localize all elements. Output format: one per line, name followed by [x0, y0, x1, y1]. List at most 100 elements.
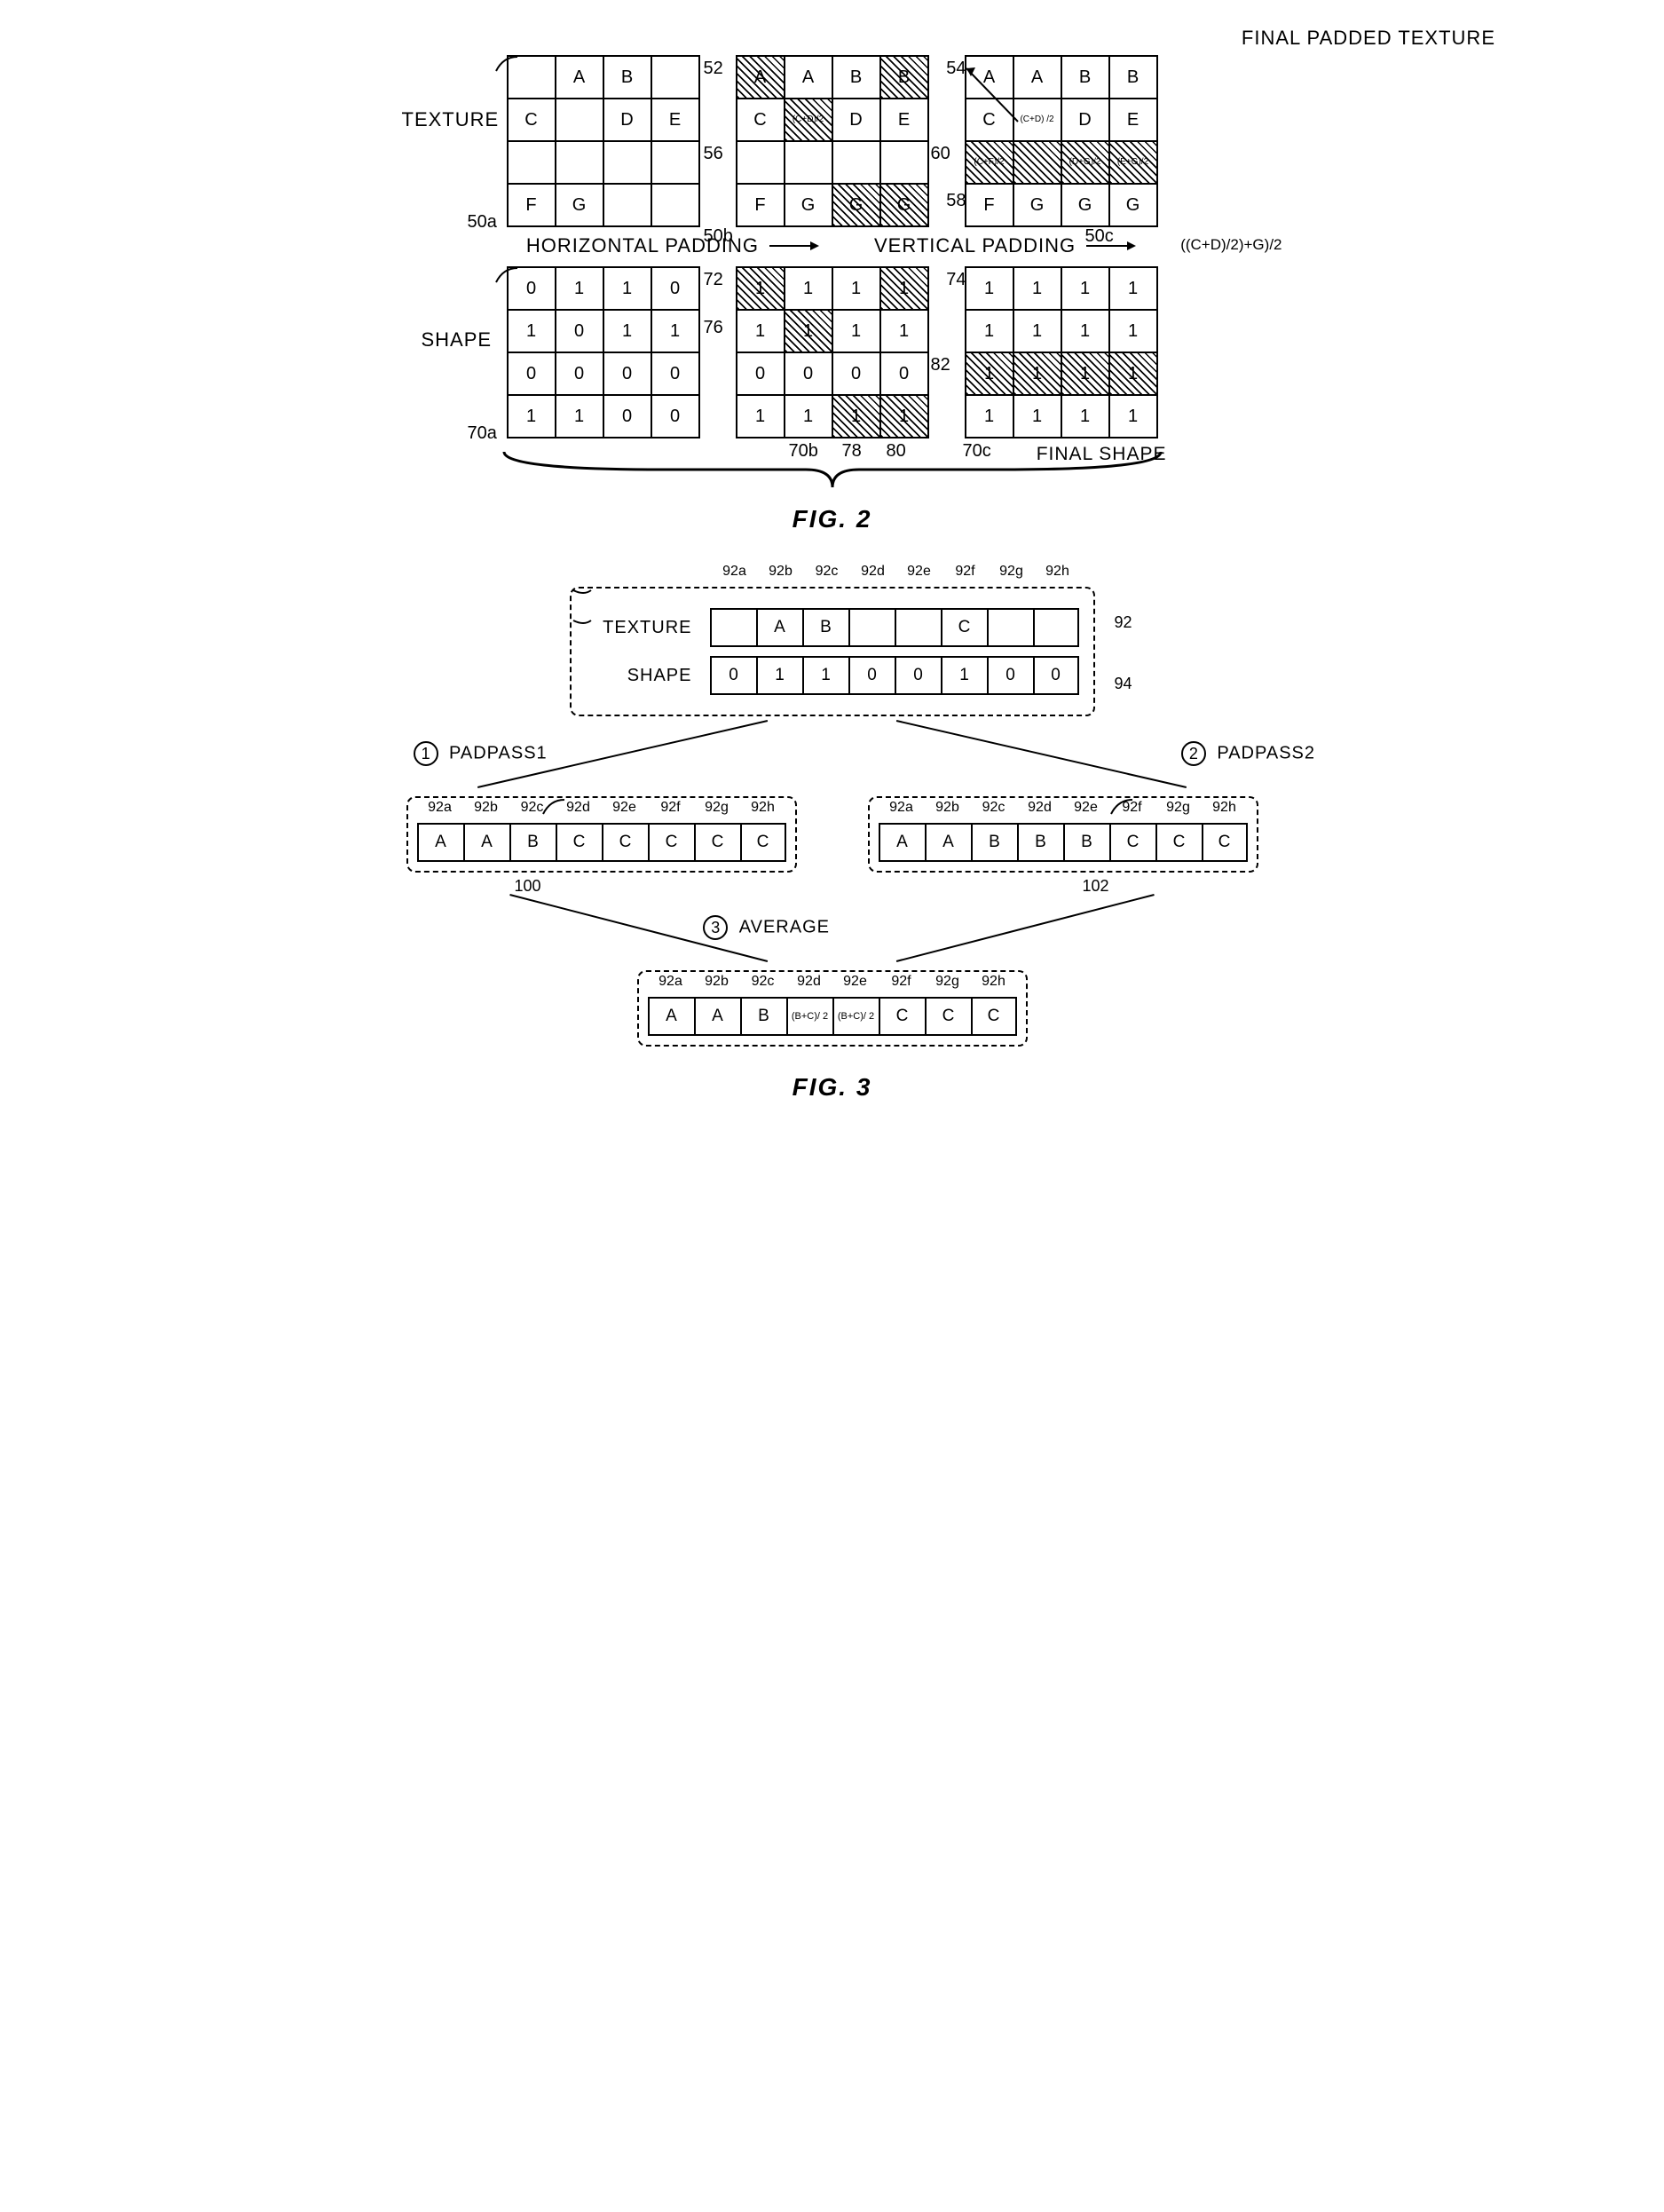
fig3-texture-row: ABC [710, 608, 1079, 647]
grid-cell: 0 [651, 352, 699, 395]
grid-cell: A [785, 56, 832, 99]
cell1d: 1 [756, 656, 802, 695]
grid-cell: E [1109, 99, 1157, 141]
cell1d [710, 608, 756, 647]
cell1d: C [556, 823, 602, 862]
col-label: 92g [694, 800, 740, 816]
fig2-top-title: FINAL PADDED TEXTURE [27, 27, 1495, 50]
grid-70a-block: SHAPE 0110101100001100 70a [507, 266, 700, 438]
col-label: 92d [556, 800, 602, 816]
grid-cell: 0 [880, 352, 928, 395]
cell1d: A [925, 823, 971, 862]
grid-cell: 1 [785, 310, 832, 352]
ref-76: 76 [704, 318, 723, 338]
col-label: 92c [509, 800, 556, 816]
cell1d: 0 [710, 656, 756, 695]
grid-cell: 1 [1013, 395, 1061, 438]
grid-50b: AABBC(C+D)/2DEFGGG [736, 55, 929, 227]
grid-cell: 0 [651, 395, 699, 438]
cell1d: (B+C)/ 2 [832, 997, 879, 1036]
grid-cell: 1 [832, 395, 880, 438]
grid-cell: B [1061, 56, 1109, 99]
grid-cell: 0 [603, 352, 651, 395]
grid-cell: (C+F)/2 [966, 141, 1013, 184]
grid-cell: 1 [966, 310, 1013, 352]
grid-cell: 0 [556, 310, 603, 352]
ref-54: 54 [946, 59, 966, 79]
grid-cell: F [737, 184, 785, 226]
grid-cell: 1 [966, 395, 1013, 438]
cell1d: C [1155, 823, 1202, 862]
col-label: 92g [1155, 800, 1202, 816]
col-label: 92h [1035, 564, 1081, 580]
col-label: 92c [804, 564, 850, 580]
col-label: 92e [896, 564, 942, 580]
grid-cell [651, 184, 699, 226]
grid-cell: G [1013, 184, 1061, 226]
grid-cell: G [880, 184, 928, 226]
grid-cell: 1 [1109, 352, 1157, 395]
grid-70b-block: 72 74 76 1111111100001111 70b 78 80 [736, 266, 929, 438]
fig3-shape-row: 01100100 [710, 656, 1079, 695]
fig3-results-row: 92a92b92c92d92e92f92g92h AABCCCCC 100 92… [27, 796, 1637, 873]
cell1d: B [509, 823, 556, 862]
circ-3: 3 [703, 915, 728, 940]
shape-label: SHAPE [422, 328, 493, 352]
grid-cell: 1 [1013, 310, 1061, 352]
grid-cell: B [880, 56, 928, 99]
grid-cell [651, 56, 699, 99]
cell1d: C [1202, 823, 1248, 862]
grid-cell: 1 [737, 310, 785, 352]
grid-cell: 1 [603, 310, 651, 352]
final-shape-label: FINAL SHAPE [1037, 444, 1167, 465]
cell1d: B [740, 997, 786, 1036]
grid-cell: B [1109, 56, 1157, 99]
fig2-brace [27, 447, 1637, 496]
grid-cell: 1 [508, 395, 556, 438]
grid-cell: 1 [1109, 267, 1157, 310]
cell1d [848, 608, 895, 647]
grid-cell: 1 [737, 267, 785, 310]
grid-50b-block: 52 54 56 58 AABBC(C+D)/2DEFGGG 50b [736, 55, 929, 227]
grid-cell [603, 141, 651, 184]
grid-cell: 1 [1061, 352, 1109, 395]
col-label: 92b [463, 800, 509, 816]
ref-70c: 70c [963, 441, 991, 462]
fig3-arrows-1: 1 PADPASS1 2 PADPASS2 [27, 716, 1637, 796]
grid-cell: 0 [785, 352, 832, 395]
cell1d: C [648, 823, 694, 862]
cell1d: B [802, 608, 848, 647]
grid-cell: 1 [880, 267, 928, 310]
col-label: 92e [1063, 800, 1109, 816]
grid-cell [880, 141, 928, 184]
circ-2: 2 [1181, 741, 1206, 766]
grid-cell: 1 [785, 395, 832, 438]
ref-52: 52 [704, 59, 723, 79]
fig2-shape-row: SHAPE 0110101100001100 70a 72 74 76 1111… [27, 266, 1637, 438]
cell1d: C [925, 997, 971, 1036]
fig2-texture-row: TEXTURE ABCDEFG 50a 52 54 56 58 AABBC(C+… [27, 55, 1637, 227]
col-label: 92h [971, 974, 1017, 990]
col-label: 92g [925, 974, 971, 990]
grid-cell: E [651, 99, 699, 141]
cell1d: 1 [802, 656, 848, 695]
cell1d: B [971, 823, 1017, 862]
texture-label: TEXTURE [402, 108, 500, 131]
grid-50c-block: 60 AABBC(C+D) /2DE(C+F)/2(D+G)/2(E+G)/2F… [965, 55, 1158, 227]
col-label: 92f [879, 974, 925, 990]
cell1d: C [1109, 823, 1155, 862]
grid-cell: 1 [737, 395, 785, 438]
grid-cell: G [1109, 184, 1157, 226]
cell1d: A [694, 997, 740, 1036]
grid-cell: G [556, 184, 603, 226]
grid-50a: ABCDEFG [507, 55, 700, 227]
grid-cell [603, 184, 651, 226]
grid-cell: 1 [966, 352, 1013, 395]
ref-60: 60 [931, 144, 950, 164]
grid-cell: 1 [651, 310, 699, 352]
grid-cell: D [832, 99, 880, 141]
grid-cell: A [556, 56, 603, 99]
average-label: AVERAGE [739, 918, 830, 937]
row-avg-box: 92a92b92c92d92e92f92g92h AAB(B+C)/ 2(B+C… [637, 970, 1028, 1047]
ref-94: 94 [1114, 675, 1132, 693]
